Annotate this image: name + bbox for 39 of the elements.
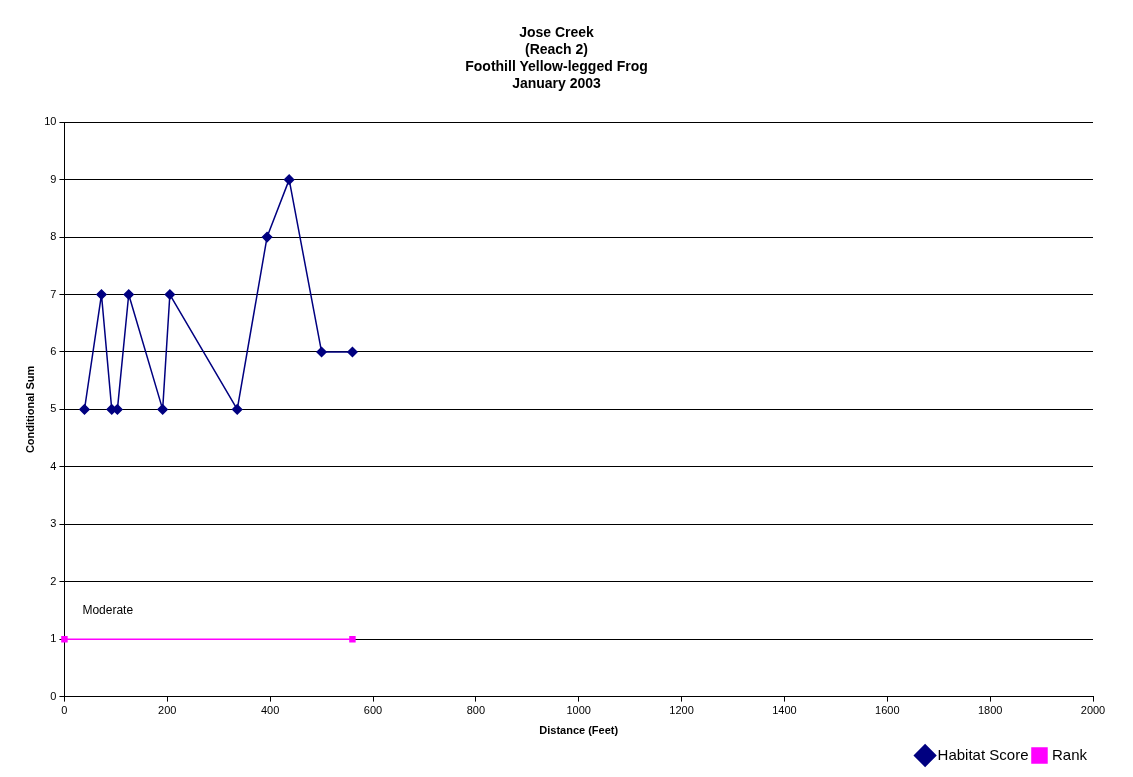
y-tick-label: 7 [50,287,57,300]
x-tick-label: 1400 [772,704,797,717]
point [316,346,327,358]
chart-title: Jose Creek (Reach 2) Foothill Yellow-legged Frog January 2003 [465,24,648,91]
annotation: Moderate [82,602,134,617]
x-axis-title: Distance (Feet) [539,724,619,737]
y-tick-label: 8 [50,230,57,243]
point [349,635,356,643]
y-tick-label: 4 [50,459,57,472]
x-tick-label: 1600 [875,704,900,717]
x-tick-label: 200 [158,704,177,717]
point [347,346,358,358]
y-tick-label: 2 [50,574,57,587]
x-tick-label: 1200 [669,704,694,717]
y-axis-title: Conditional Sum [23,365,36,454]
point [79,404,90,415]
y-tick-label: 0 [50,689,57,702]
x-tick-label: 800 [466,704,486,717]
y-tick-label: 6 [50,344,57,357]
legend-label: Habitat Score [937,745,1029,763]
x-tick-label: 2000 [1080,704,1106,717]
y-tick-label: 1 [50,632,57,645]
y-tick-label: 9 [50,172,57,185]
point [164,289,176,300]
point [157,404,168,415]
x-tick-label: 1000 [566,704,591,717]
legend-label: Rank [1051,745,1088,763]
point [123,289,134,300]
point [261,231,273,243]
y-tick-label: 3 [50,517,57,530]
x-tick-label: 0 [61,704,68,717]
y-tick-label: 10 [44,115,57,128]
x-tick-label: 400 [260,704,280,717]
point [231,404,243,415]
x-tick-label: 600 [363,704,383,717]
x-tick-label: 1800 [977,704,1003,717]
point [96,289,107,300]
point [283,174,295,185]
y-tick-label: 5 [50,402,57,415]
